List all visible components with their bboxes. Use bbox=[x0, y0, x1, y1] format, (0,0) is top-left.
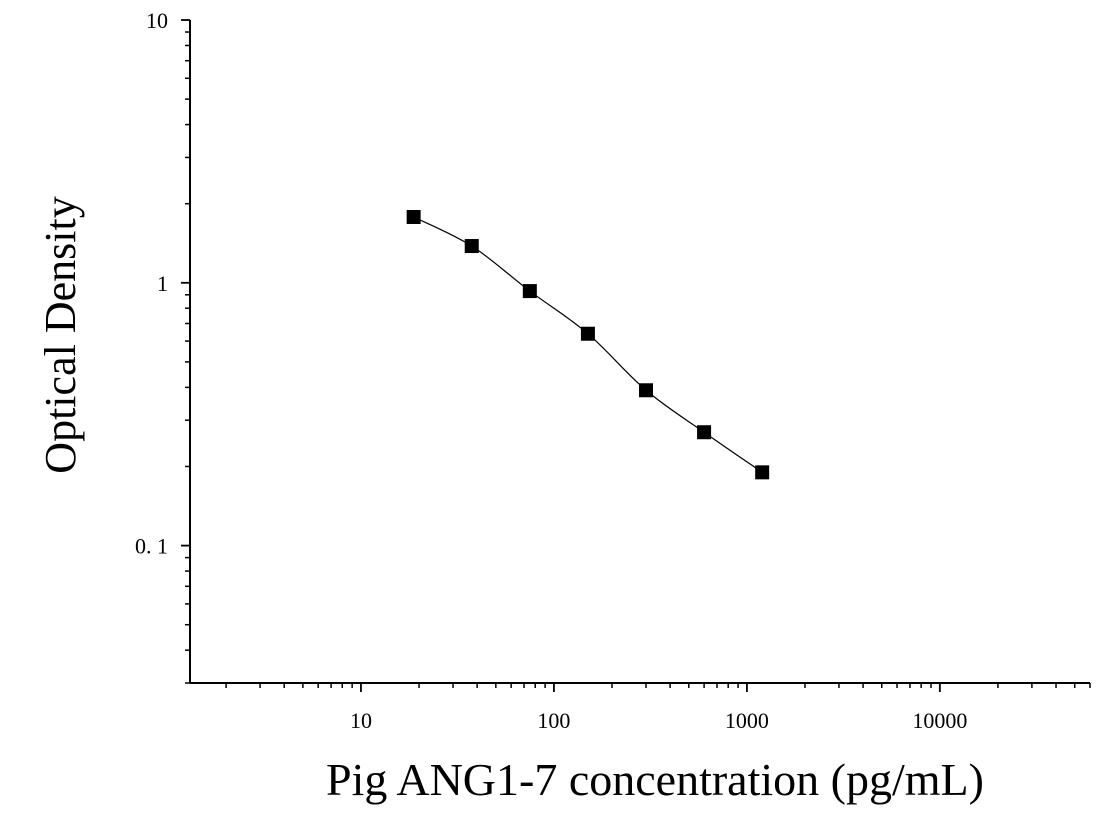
data-point bbox=[580, 326, 595, 341]
x-tick-labels: 10 100 1000 10000 bbox=[350, 708, 967, 733]
y-tick-label: 1 bbox=[157, 271, 168, 296]
data-points bbox=[406, 209, 770, 480]
y-major-ticks bbox=[181, 19, 190, 547]
x-major-ticks bbox=[360, 683, 941, 692]
y-axis-title: Optical Density bbox=[36, 196, 85, 473]
x-tick-label: 10000 bbox=[912, 708, 967, 733]
data-point bbox=[638, 383, 653, 398]
y-tick-label: 10 bbox=[146, 8, 168, 33]
y-tick-label: 0. 1 bbox=[135, 534, 168, 559]
y-tick-labels: 0. 1 1 10 bbox=[135, 8, 168, 559]
x-tick-label: 10 bbox=[350, 708, 372, 733]
x-tick-label: 100 bbox=[537, 708, 570, 733]
data-point bbox=[522, 284, 537, 299]
data-point bbox=[697, 425, 712, 440]
data-point bbox=[406, 209, 421, 224]
data-point bbox=[464, 239, 479, 254]
data-point bbox=[755, 465, 770, 480]
x-tick-label: 1000 bbox=[725, 708, 769, 733]
x-axis-title: Pig ANG1-7 concentration (pg/mL) bbox=[326, 754, 984, 805]
